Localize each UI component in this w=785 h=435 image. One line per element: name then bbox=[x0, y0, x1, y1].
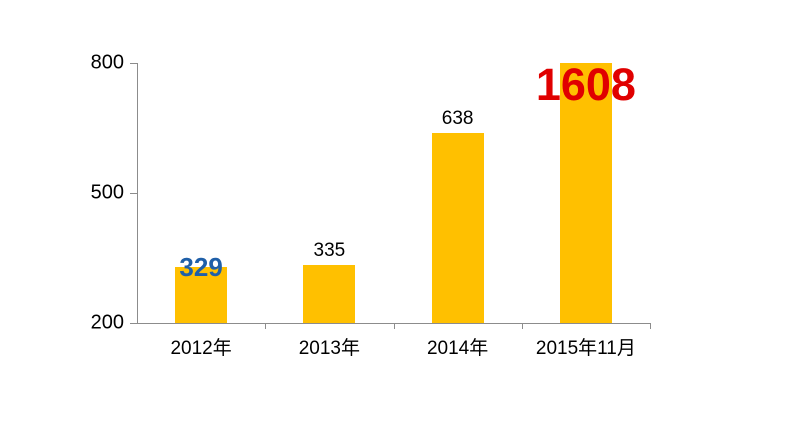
value-label: 335 bbox=[313, 239, 346, 261]
bar bbox=[303, 264, 356, 323]
bar bbox=[175, 267, 228, 323]
y-tick-label: 500 bbox=[90, 181, 124, 204]
value-label: 1608 bbox=[535, 58, 636, 110]
bar bbox=[431, 133, 484, 323]
y-axis-line bbox=[137, 63, 138, 323]
value-label: 638 bbox=[441, 108, 474, 130]
x-tick-label: 2013年 bbox=[298, 338, 361, 359]
y-axis-tick bbox=[130, 193, 137, 194]
value-label: 329 bbox=[179, 252, 223, 283]
x-tick-label: 2015年11月 bbox=[535, 338, 636, 359]
x-axis-tick bbox=[521, 323, 523, 329]
x-axis-tick bbox=[650, 323, 651, 329]
x-axis-tick bbox=[265, 323, 267, 329]
y-axis-tick bbox=[130, 63, 137, 64]
y-tick-label: 800 bbox=[90, 51, 124, 74]
bar bbox=[559, 63, 612, 323]
x-axis-tick bbox=[393, 323, 395, 329]
y-axis-tick bbox=[130, 323, 137, 324]
x-tick-label: 2014年 bbox=[426, 338, 489, 359]
y-tick-label: 200 bbox=[90, 311, 124, 334]
x-tick-label: 2012年 bbox=[170, 338, 232, 359]
